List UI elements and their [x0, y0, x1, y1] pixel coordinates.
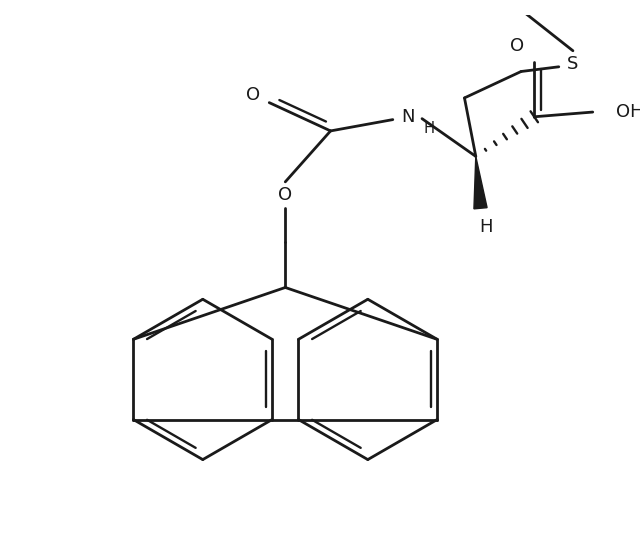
- Text: S: S: [567, 55, 579, 73]
- Text: OH: OH: [616, 103, 640, 121]
- Text: N: N: [401, 108, 415, 126]
- Polygon shape: [474, 156, 487, 209]
- Text: H: H: [423, 121, 434, 136]
- Text: O: O: [510, 37, 524, 55]
- Text: O: O: [246, 86, 260, 104]
- Text: H: H: [479, 218, 493, 236]
- Text: O: O: [278, 186, 292, 204]
